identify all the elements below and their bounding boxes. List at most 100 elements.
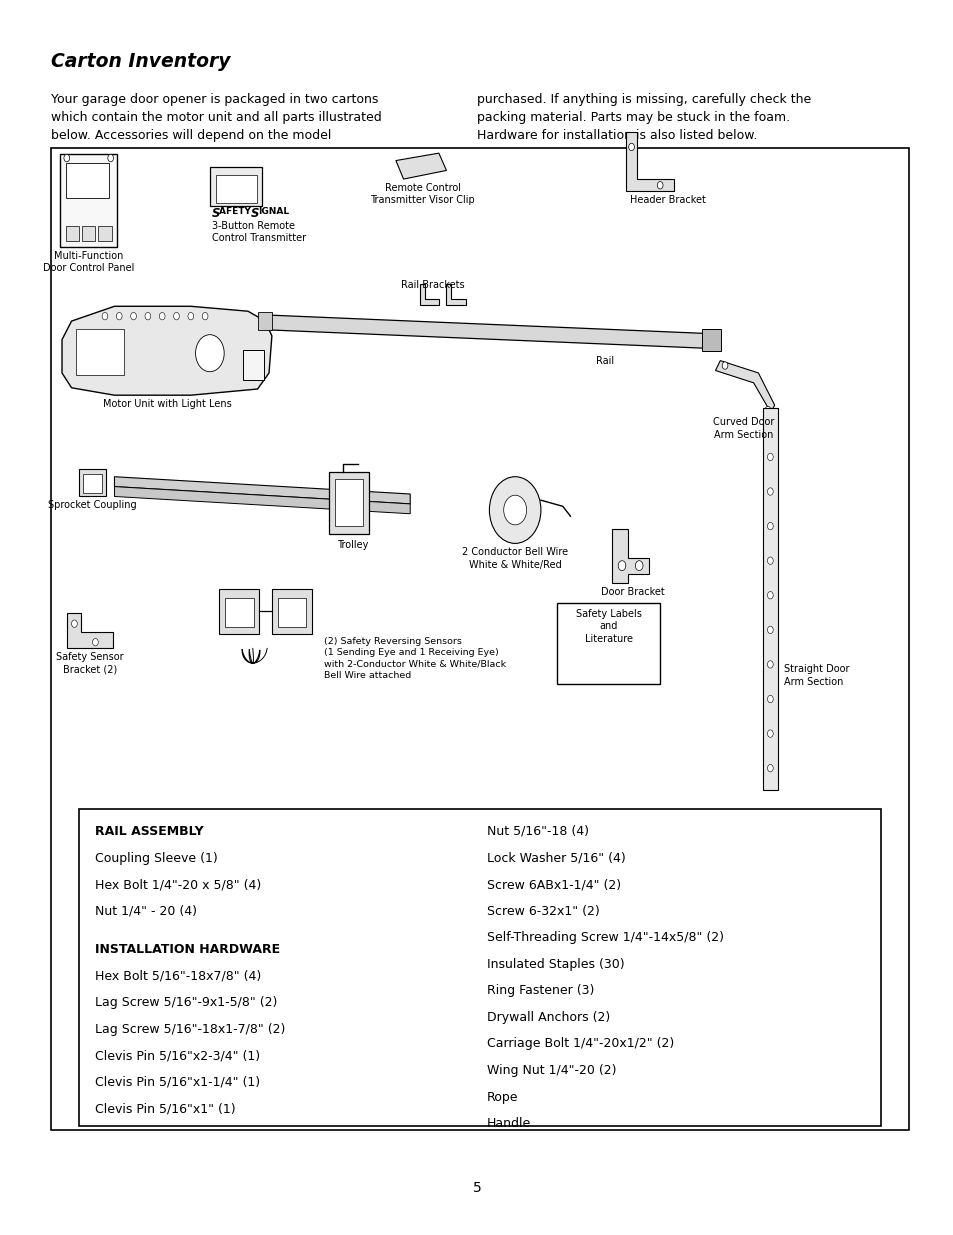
Circle shape: [766, 695, 772, 703]
Text: Rail Brackets: Rail Brackets: [401, 280, 464, 290]
Circle shape: [489, 477, 540, 543]
Bar: [60, 154, 117, 247]
Text: Screw 6ABx1-1/4" (2): Screw 6ABx1-1/4" (2): [486, 878, 620, 892]
Text: Rail: Rail: [596, 356, 614, 366]
Bar: [79, 469, 106, 496]
Bar: [210, 167, 262, 206]
Bar: [82, 226, 95, 241]
Bar: [257, 312, 272, 330]
Text: Lock Washer 5/16" (4): Lock Washer 5/16" (4): [486, 852, 624, 864]
Text: Nut 5/16"-18 (4): Nut 5/16"-18 (4): [486, 825, 588, 839]
Text: Drywall Anchors (2): Drywall Anchors (2): [486, 1010, 609, 1024]
Circle shape: [145, 312, 151, 320]
Text: IGNAL: IGNAL: [258, 207, 290, 216]
Text: 3-Button Remote
Control Transmitter: 3-Button Remote Control Transmitter: [212, 221, 306, 243]
Text: AFETY: AFETY: [219, 207, 254, 216]
Text: INSTALLATION HARDWARE: INSTALLATION HARDWARE: [95, 944, 280, 956]
Circle shape: [766, 488, 772, 495]
Circle shape: [766, 730, 772, 737]
Polygon shape: [114, 487, 410, 514]
Polygon shape: [612, 529, 648, 583]
Text: 2 Conductor Bell Wire
White & White/Red: 2 Conductor Bell Wire White & White/Red: [461, 547, 568, 569]
Polygon shape: [114, 477, 410, 504]
Text: Motor Unit with Light Lens: Motor Unit with Light Lens: [103, 399, 231, 409]
Bar: [277, 598, 306, 627]
Bar: [79, 809, 880, 1126]
Text: 5: 5: [472, 1181, 481, 1195]
Bar: [243, 350, 264, 380]
Bar: [701, 329, 720, 351]
Circle shape: [766, 626, 772, 634]
Text: Clevis Pin 5/16"x2-3/4" (1): Clevis Pin 5/16"x2-3/4" (1): [95, 1050, 260, 1062]
Circle shape: [766, 453, 772, 461]
Text: purchased. If anything is missing, carefully check the
packing material. Parts m: purchased. If anything is missing, caref…: [476, 93, 810, 142]
Circle shape: [766, 592, 772, 599]
Text: Rope: Rope: [486, 1091, 517, 1104]
Circle shape: [102, 312, 108, 320]
Circle shape: [766, 557, 772, 564]
Bar: [225, 598, 253, 627]
Text: Wing Nut 1/4"-20 (2): Wing Nut 1/4"-20 (2): [486, 1063, 616, 1077]
Polygon shape: [265, 315, 705, 348]
Bar: [76, 329, 124, 375]
Polygon shape: [715, 361, 774, 412]
Text: Your garage door opener is packaged in two cartons
which contain the motor unit : Your garage door opener is packaged in t…: [51, 93, 381, 142]
Circle shape: [503, 495, 526, 525]
Text: Multi-Function
Door Control Panel: Multi-Function Door Control Panel: [43, 251, 134, 273]
Polygon shape: [67, 613, 112, 648]
Polygon shape: [625, 132, 673, 191]
Circle shape: [159, 312, 165, 320]
Text: (2) Safety Reversing Sensors
(1 Sending Eye and 1 Receiving Eye)
with 2-Conducto: (2) Safety Reversing Sensors (1 Sending …: [324, 637, 506, 679]
Text: Carriage Bolt 1/4"-20x1/2" (2): Carriage Bolt 1/4"-20x1/2" (2): [486, 1037, 673, 1051]
Circle shape: [657, 182, 662, 189]
Circle shape: [108, 154, 113, 162]
Text: Safety Sensor
Bracket (2): Safety Sensor Bracket (2): [56, 652, 123, 674]
Text: Handle: Handle: [486, 1116, 530, 1130]
Text: Header Bracket: Header Bracket: [629, 195, 705, 205]
Text: Trolley: Trolley: [337, 540, 368, 550]
Text: Clevis Pin 5/16"x1-1/4" (1): Clevis Pin 5/16"x1-1/4" (1): [95, 1076, 260, 1089]
Circle shape: [71, 620, 77, 627]
Text: Ring Fastener (3): Ring Fastener (3): [486, 984, 594, 998]
Circle shape: [764, 406, 770, 414]
Text: Curved Door
Arm Section: Curved Door Arm Section: [713, 417, 774, 440]
Circle shape: [766, 764, 772, 772]
Text: Safety Labels
and
Literature: Safety Labels and Literature: [575, 609, 641, 643]
Circle shape: [628, 143, 634, 151]
Circle shape: [173, 312, 179, 320]
Polygon shape: [446, 284, 465, 305]
Bar: [329, 472, 369, 534]
Text: Self-Threading Screw 1/4"-14x5/8" (2): Self-Threading Screw 1/4"-14x5/8" (2): [486, 931, 722, 945]
Text: Lag Screw 5/16"-18x1-7/8" (2): Lag Screw 5/16"-18x1-7/8" (2): [95, 1023, 286, 1036]
Bar: [98, 226, 112, 241]
Text: S: S: [212, 207, 220, 221]
Circle shape: [721, 362, 727, 369]
Bar: [272, 589, 312, 634]
Text: Insulated Staples (30): Insulated Staples (30): [486, 958, 623, 971]
Text: Nut 1/4" - 20 (4): Nut 1/4" - 20 (4): [95, 904, 197, 918]
Polygon shape: [419, 284, 438, 305]
Circle shape: [635, 561, 642, 571]
Circle shape: [64, 154, 70, 162]
Circle shape: [195, 335, 224, 372]
Text: Remote Control
Transmitter Visor Clip: Remote Control Transmitter Visor Clip: [370, 183, 475, 205]
Text: Hex Bolt 1/4"-20 x 5/8" (4): Hex Bolt 1/4"-20 x 5/8" (4): [95, 878, 261, 892]
Text: Coupling Sleeve (1): Coupling Sleeve (1): [95, 852, 218, 864]
Bar: [66, 163, 109, 198]
Circle shape: [766, 522, 772, 530]
Text: Hex Bolt 5/16"-18x7/8" (4): Hex Bolt 5/16"-18x7/8" (4): [95, 969, 261, 983]
Text: Straight Door
Arm Section: Straight Door Arm Section: [783, 664, 849, 687]
Polygon shape: [395, 153, 446, 179]
Circle shape: [131, 312, 136, 320]
Circle shape: [202, 312, 208, 320]
Bar: [557, 603, 659, 684]
Text: Lag Screw 5/16"-9x1-5/8" (2): Lag Screw 5/16"-9x1-5/8" (2): [95, 997, 277, 1009]
Bar: [66, 226, 79, 241]
Text: Door Bracket: Door Bracket: [600, 587, 663, 597]
Text: Screw 6-32x1" (2): Screw 6-32x1" (2): [486, 904, 598, 918]
Bar: [51, 148, 908, 1130]
Text: RAIL ASSEMBLY: RAIL ASSEMBLY: [95, 825, 204, 839]
Bar: [83, 474, 102, 493]
Bar: [215, 175, 256, 203]
Circle shape: [92, 638, 98, 646]
